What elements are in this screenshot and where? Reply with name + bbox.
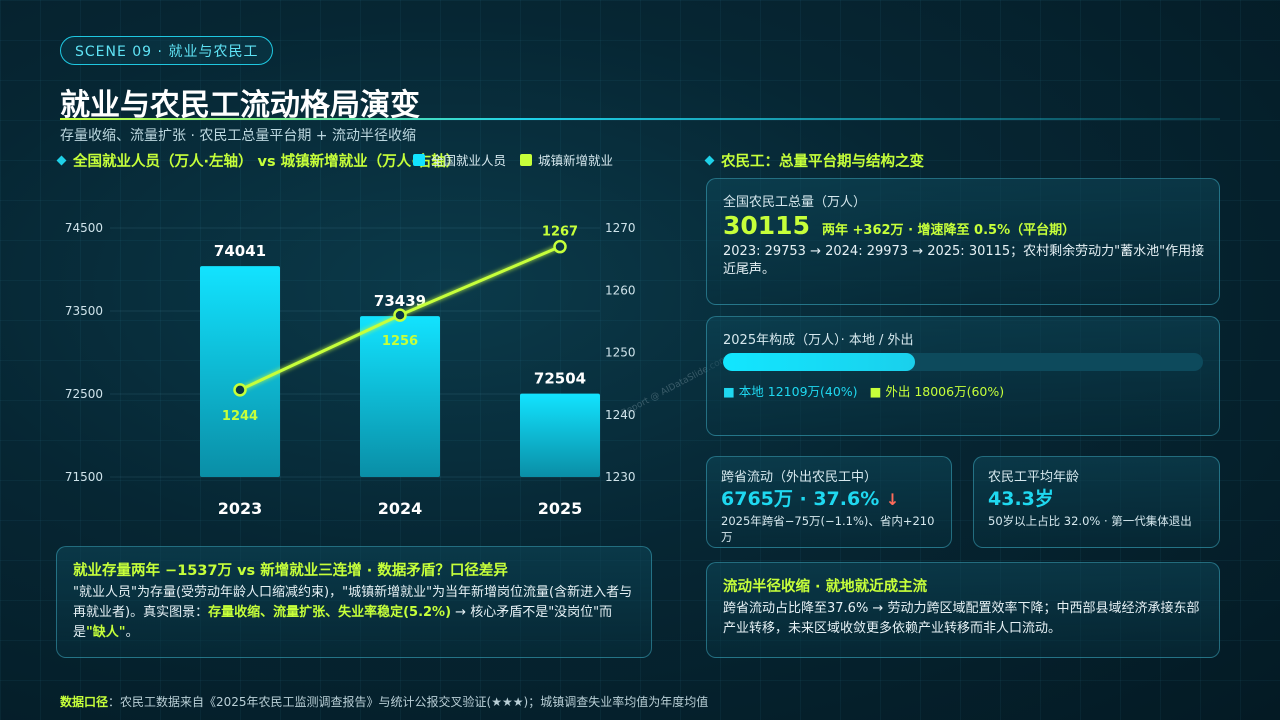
insight-card-left: 就业存量两年 −1537万 vs 新增就业三连增 · 数据矛盾？口径差异 "就业…	[56, 546, 652, 658]
bar-value-label: 74041	[214, 242, 266, 260]
right-axis-tick-label: 1230	[605, 470, 636, 484]
card-age-value: 43.3岁	[988, 488, 1054, 510]
footer-text: ：农民工数据来自《2025年农民工监测调查报告》与统计公报交叉验证(★★★)；城…	[108, 695, 709, 709]
line-point	[233, 383, 247, 397]
line-value-label: 1244	[222, 409, 258, 424]
legend-bar-label: 全国就业人员	[431, 153, 507, 168]
card-total-value-row: 30115 两年 +362万 · 增速降至 0.5%（平台期）	[723, 211, 1075, 240]
card-cross-label: 跨省流动（外出农民工中）	[721, 470, 878, 485]
card-cross-value-row: 6765万 · 37.6% ↓	[721, 484, 899, 511]
left-section-title-text: 全国就业人员（万人·左轴） vs 城镇新增就业（万人·右轴）	[73, 154, 461, 170]
footer-note: 数据口径：农民工数据来自《2025年农民工监测调查报告》与统计公报交叉验证(★★…	[60, 693, 708, 710]
card-average-age: 农民工平均年龄 43.3岁 50岁以上占比 32.0% · 第一代集体退出	[973, 456, 1220, 548]
insight-left-title: 就业存量两年 −1537万 vs 新增就业三连增 · 数据矛盾？口径差异	[73, 563, 508, 579]
card-migrant-total: 全国农民工总量（万人） 30115 两年 +362万 · 增速降至 0.5%（平…	[706, 178, 1220, 305]
diamond-icon	[704, 155, 715, 166]
right-section-title-text: 农民工：总量平台期与结构之变	[721, 154, 924, 170]
composition-legend: ■ 本地 12109万(40%) ■ 外出 18006万(60%)	[723, 381, 1004, 400]
x-axis-tick-label: 2024	[378, 499, 423, 518]
insight-card-right: 流动半径收缩 · 就地就近成主流 跨省流动占比降至37.6% → 劳动力跨区域配…	[706, 562, 1220, 658]
bar-2023	[200, 266, 280, 477]
title-divider	[60, 118, 1220, 120]
line-value-label: 1256	[382, 334, 418, 349]
x-axis-tick-label: 2025	[538, 499, 583, 518]
chart-legend: 全国就业人员 城镇新增就业	[413, 150, 613, 169]
down-arrow-icon: ↓	[885, 490, 900, 509]
legend-line-label: 城镇新增就业	[538, 153, 614, 168]
left-axis-tick-label: 73500	[65, 304, 103, 318]
left-axis-tick-label: 71500	[65, 470, 103, 484]
card-composition: 2025年构成（万人）· 本地 / 外出 ■ 本地 12109万(40%) ■ …	[706, 316, 1220, 436]
right-axis-tick-label: 1270	[605, 221, 636, 235]
legend-line: 城镇新增就业	[520, 150, 613, 169]
diamond-icon	[56, 155, 67, 166]
composition-local-label: ■ 本地 12109万(40%)	[723, 384, 858, 399]
employment-chart: 71500 72500 73500 74500 1230 1240 1250 1260 1270…	[65, 221, 636, 518]
page-subtitle: 存量收缩、流量扩张 · 农民工总量平台期 + 流动半径收缩	[60, 128, 416, 144]
insight-left-highlight: 存量收缩、流量扩张、失业率稳定(5.2%)	[208, 605, 452, 620]
right-axis-tick-label: 1250	[605, 346, 636, 360]
left-axis-tick-label: 72500	[65, 387, 103, 401]
card-age-label: 农民工平均年龄	[988, 470, 1080, 485]
footer-label: 数据口径	[60, 695, 109, 709]
card-comp-label: 2025年构成（万人）· 本地 / 外出	[723, 333, 914, 348]
left-axis-tick-label: 74500	[65, 221, 103, 235]
page-title: 就业与农民工流动格局演变	[60, 88, 420, 123]
legend-bar-swatch	[413, 153, 425, 166]
insight-right-title: 流动半径收缩 · 就地就近成主流	[723, 579, 928, 595]
card-total-label: 全国农民工总量（万人）	[723, 195, 867, 210]
composition-out-label: ■ 外出 18006万(60%)	[869, 384, 1005, 399]
card-cross-province: 跨省流动（外出农民工中） 6765万 · 37.6% ↓ 2025年跨省−75万…	[706, 456, 952, 548]
bar-2025	[520, 393, 600, 477]
line-point	[393, 308, 407, 322]
legend-bar: 全国就业人员	[413, 150, 506, 169]
legend-line-swatch	[520, 153, 533, 166]
card-cross-body: 2025年跨省−75万(−1.1%)、省内+210万	[721, 514, 935, 544]
bar-value-label: 73439	[374, 292, 426, 310]
insight-left-highlight-2: "缺人"	[86, 625, 126, 640]
right-axis-tick-label: 1260	[605, 283, 636, 297]
card-age-body: 50岁以上占比 32.0% · 第一代集体退出	[988, 514, 1192, 528]
card-total-value: 30115	[723, 211, 810, 240]
card-total-note: 两年 +362万 · 增速降至 0.5%（平台期）	[821, 223, 1076, 238]
card-cross-value: 6765万 · 37.6%	[721, 488, 880, 510]
line-value-label: 1267	[542, 225, 578, 240]
composition-bar	[723, 353, 1203, 371]
insight-right-body: 跨省流动占比降至37.6% → 劳动力跨区域配置效率下降；中西部县域经济承接东部…	[723, 601, 1200, 636]
scene-tag: SCENE 09 · 就业与农民工	[60, 36, 274, 65]
right-section-title: 农民工：总量平台期与结构之变	[704, 150, 924, 171]
right-axis-tick-label: 1240	[605, 408, 636, 422]
bar-value-label: 72504	[534, 370, 586, 388]
insight-left-body-2: → 核心矛盾不是"没岗位"而是	[73, 605, 613, 640]
x-axis-tick-label: 2023	[218, 499, 263, 518]
insight-left-body-1: "就业人员"为存量(受劳动年龄人口缩减约束)，"城镇新增就业"为当年新增岗位流量…	[73, 585, 633, 620]
left-section-title: 全国就业人员（万人·左轴） vs 城镇新增就业（万人·右轴）	[56, 150, 461, 171]
bar-2024	[360, 316, 440, 477]
line-point	[553, 239, 567, 254]
card-total-body: 2023: 29753 → 2024: 29973 → 2025: 30115；…	[723, 244, 1205, 277]
insight-left-body: "就业人员"为存量(受劳动年龄人口缩减约束)，"城镇新增就业"为当年新增岗位流量…	[73, 583, 639, 643]
insight-left-body-3: 。	[125, 625, 139, 640]
composition-bar-local	[723, 353, 915, 371]
